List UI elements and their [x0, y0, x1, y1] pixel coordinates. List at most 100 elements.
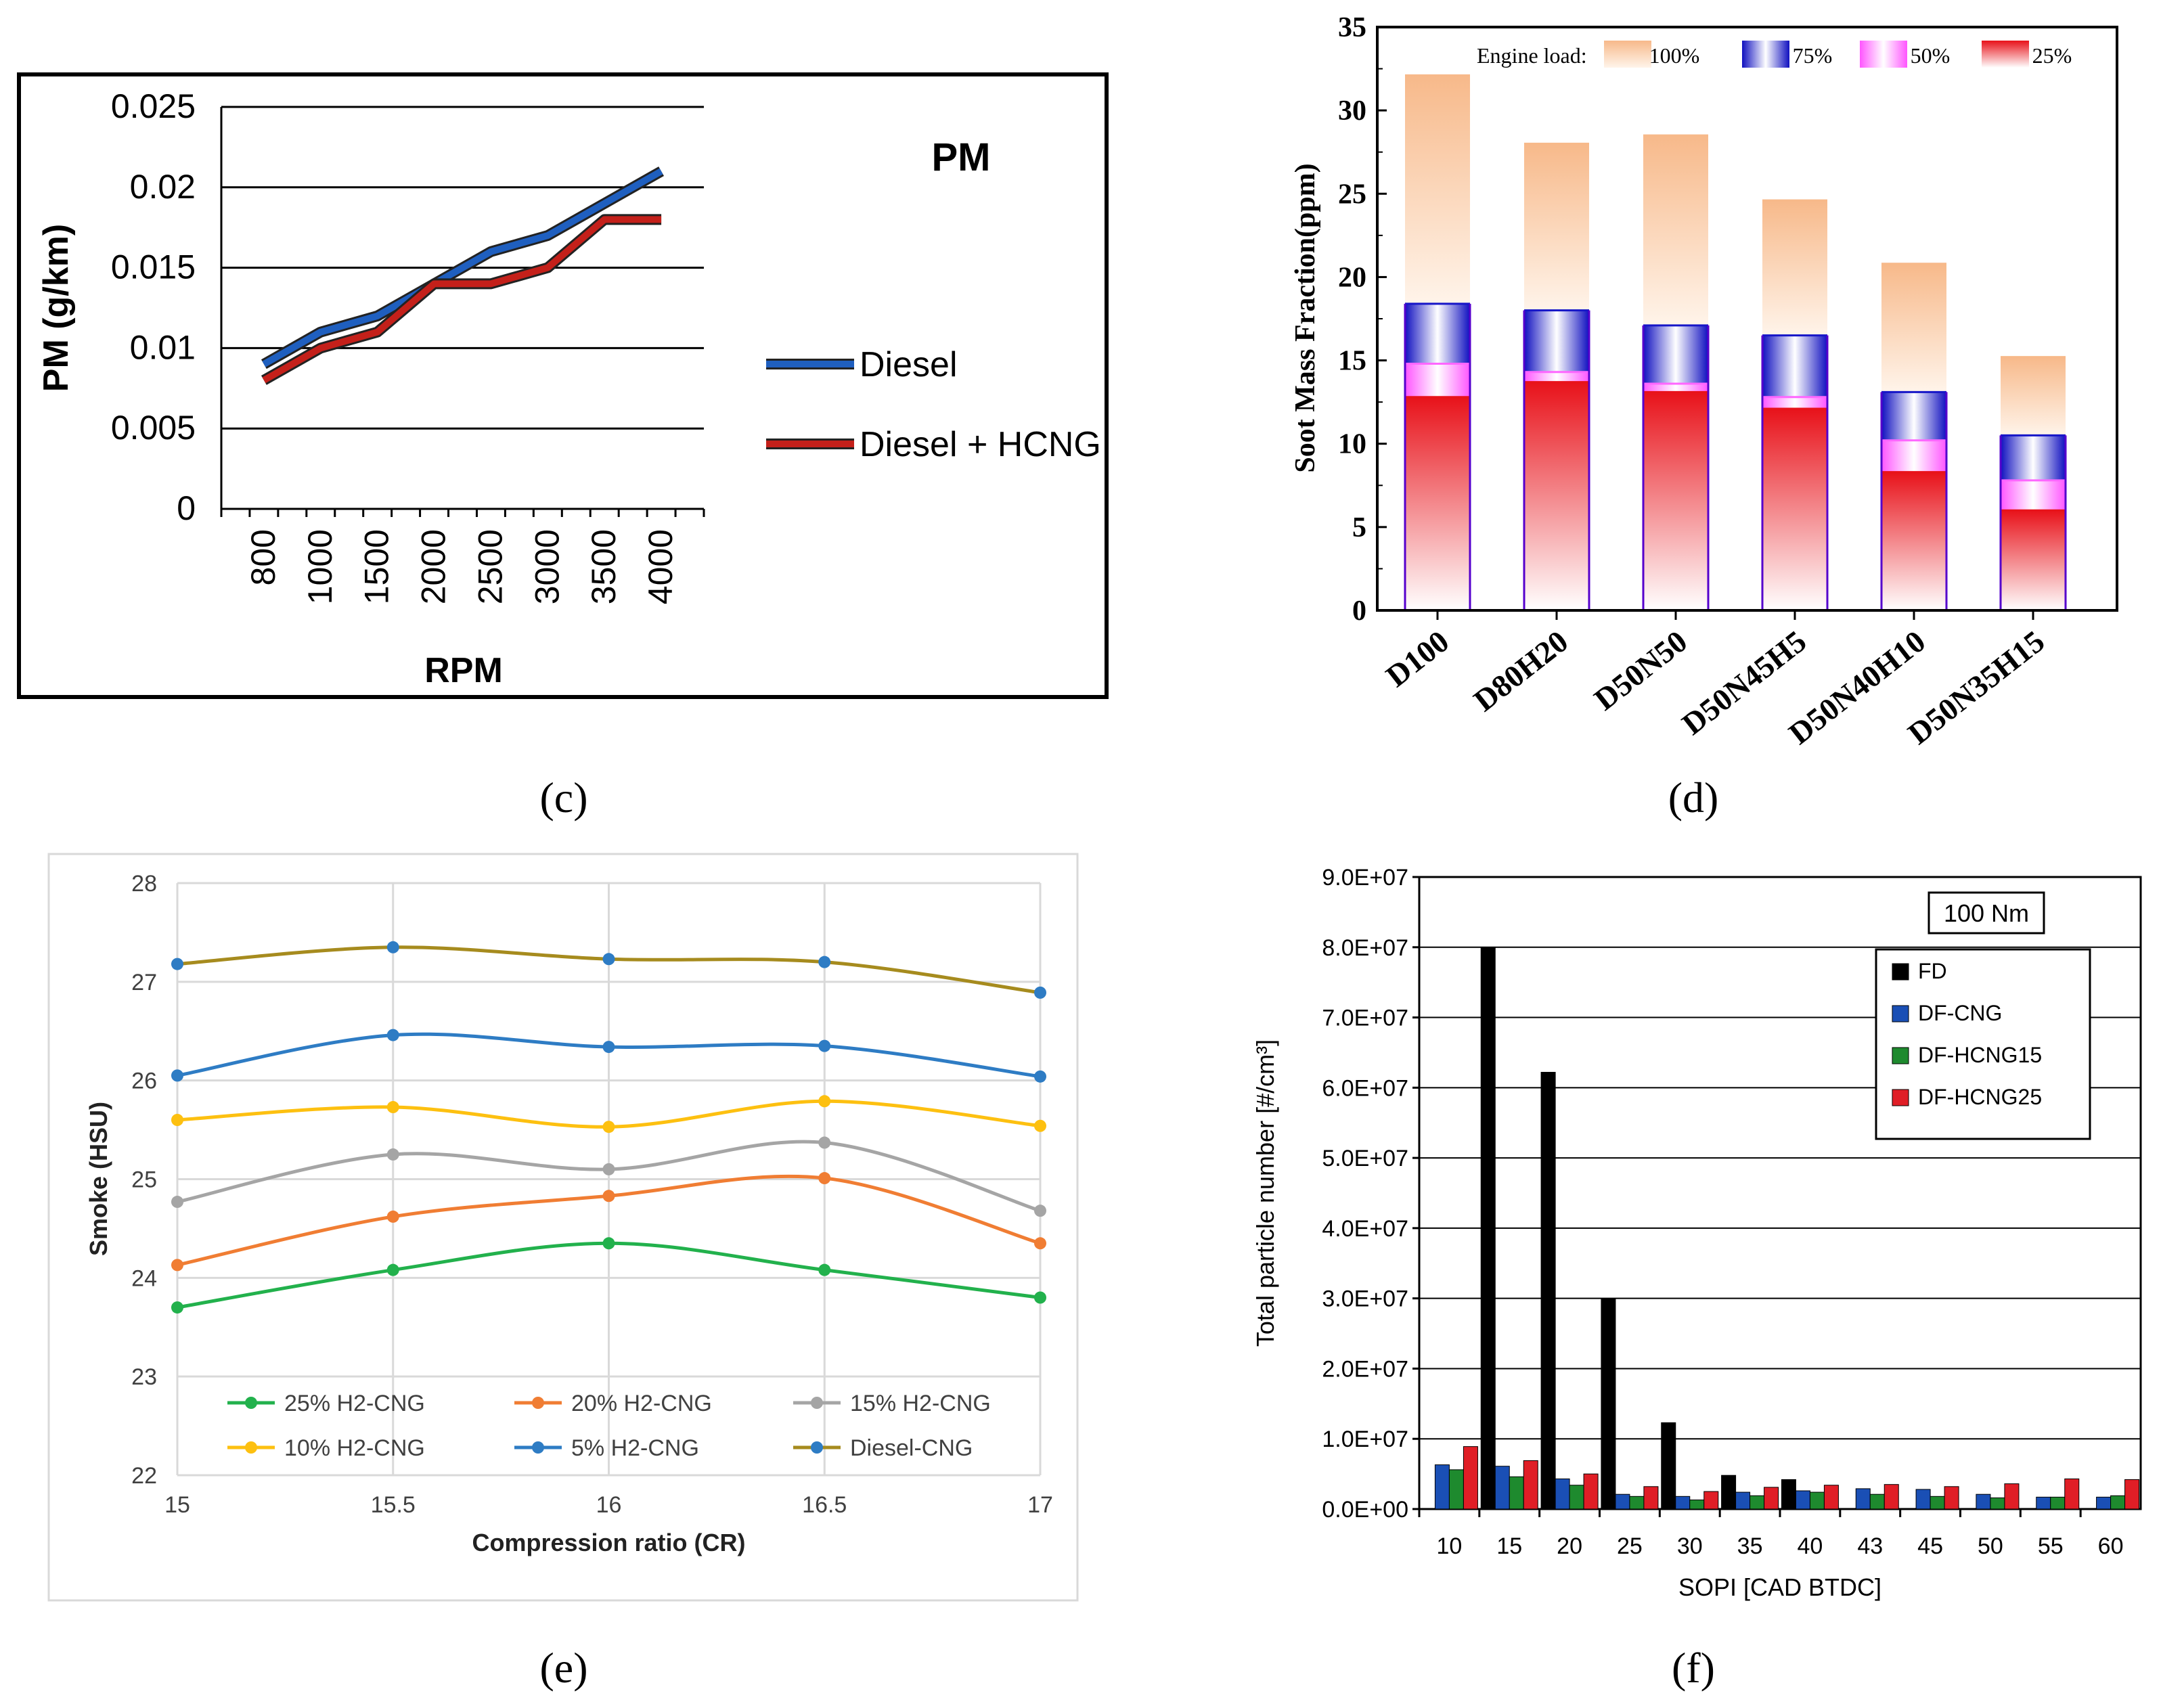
x-axis-label-e: Compression ratio (CR) [472, 1529, 745, 1556]
x-tick-label-c: 2500 [471, 529, 509, 604]
point-e-25-h2-cng-2 [602, 1237, 615, 1250]
x-tick-label-c: 4000 [642, 529, 680, 604]
point-e-5-h2-cng-0 [171, 1069, 183, 1082]
x-tick-label-f: 55 [2038, 1533, 2064, 1559]
y-tick-label-e: 23 [131, 1364, 157, 1390]
x-tick-label-f: 60 [2098, 1533, 2124, 1559]
bar-f-df-hcng25-43 [1884, 1484, 1899, 1510]
point-e-20-h2-cng-2 [602, 1190, 615, 1203]
bar-f-df-hcng15-35 [1750, 1495, 1765, 1510]
bar-f-df-hcng25-20 [1583, 1473, 1599, 1510]
panel-d: D100 D80H20 D50N50D50N45H5D50N40H10D50N35H… [1290, 12, 2118, 751]
y-tick-label-f: 2.0E+07 [1322, 1356, 1408, 1382]
bar-f-df-hcng15-10 [1448, 1469, 1464, 1510]
x-tick-label-d: D50N50 [1588, 624, 1693, 717]
bar-f-df-cng-30 [1675, 1496, 1691, 1510]
y-axis-label-d: Soot Mass Fraction(ppm) [1290, 163, 1321, 472]
point-e-15-h2-cng-0 [171, 1196, 183, 1209]
bar-d-100pct-D50N40H10 [1881, 263, 1946, 392]
legend-marker-e [245, 1397, 257, 1409]
bar-d-25pct-D80H20 [1524, 382, 1589, 610]
bar-f-df-hcng25-60 [2124, 1479, 2140, 1510]
y-tick-label-c: 0.015 [111, 248, 196, 286]
x-tick-label-e: 16.5 [802, 1492, 847, 1518]
legend-marker-e [811, 1441, 823, 1454]
legend-swatch-d [1860, 41, 1907, 68]
bar-d-75pct-D80H20 [1524, 310, 1589, 372]
bar-f-df-hcng15-43 [1869, 1493, 1885, 1510]
panel-c: 0 0.005 0.01 0.015 0.02 0.025 800 1000 1500 2000 2… [37, 87, 1101, 690]
x-tick-label-e: 17 [1027, 1492, 1053, 1518]
bar-f-df-hcng25-40 [1823, 1485, 1839, 1510]
bar-d-75pct-D50N45H5 [1762, 335, 1827, 397]
bar-f-df-cng-25 [1615, 1493, 1630, 1510]
bar-f-fd-15 [1480, 947, 1496, 1510]
y-tick-label-c: 0 [177, 489, 196, 527]
y-tick-label-f: 9.0E+07 [1322, 865, 1408, 891]
panel-c-frame [17, 72, 1109, 699]
bar-f-df-cng-35 [1735, 1491, 1751, 1510]
point-e-25-h2-cng-4 [1034, 1291, 1046, 1304]
legend-swatch-f [1892, 1047, 1909, 1064]
point-e-20-h2-cng-3 [818, 1172, 831, 1185]
bar-d-25pct-D50N50 [1643, 392, 1708, 610]
panel-f: 0.0E+00 1.0E+07 2.0E+07 3.0E+07 4.0E+07 5.0E+… [1251, 865, 2142, 1601]
x-tick-label-e: 15 [164, 1492, 190, 1518]
bar-d-100pct-D50N50 [1643, 135, 1708, 325]
y-tick-label-e: 25 [131, 1167, 157, 1193]
y-tick-label-d: 15 [1338, 346, 1366, 377]
y-tick-label-d: 20 [1338, 262, 1366, 293]
legend-swatch-f [1892, 1005, 1909, 1022]
x-tick-label-f: 40 [1798, 1533, 1823, 1559]
legend-label-e: 20% H2-CNG [571, 1391, 712, 1416]
x-tick-label-e: 16 [596, 1492, 622, 1518]
point-e-5-h2-cng-1 [386, 1029, 399, 1041]
legend-marker-e [532, 1441, 544, 1454]
x-tick-label-f: 35 [1737, 1533, 1763, 1559]
y-tick-label-d: 5 [1352, 512, 1366, 543]
point-e-20-h2-cng-0 [171, 1259, 183, 1272]
point-e-20-h2-cng-4 [1034, 1237, 1046, 1250]
x-tick-label-c: 1500 [358, 529, 396, 604]
caption-d: (d) [1668, 773, 1719, 822]
bar-f-df-cng-45 [1915, 1489, 1931, 1510]
legend-swatch-f [1892, 963, 1909, 981]
bar-d-50pct-D80H20 [1524, 372, 1589, 382]
legend-label-f: DF-HCNG15 [1918, 1043, 2042, 1067]
legend-label-c: Diesel + HCNG [860, 425, 1101, 464]
bar-f-fd-30 [1661, 1422, 1676, 1510]
bar-d-25pct-D100 [1405, 397, 1470, 610]
x-tick-label-f: 43 [1857, 1533, 1883, 1559]
caption-f: (f) [1672, 1644, 1715, 1692]
x-tick-label-d: D100 [1379, 624, 1455, 694]
bar-d-25pct-D50N35H15 [2001, 510, 2066, 610]
y-tick-label-d: 10 [1338, 429, 1366, 460]
caption-c: (c) [539, 773, 587, 822]
point-e-15-h2-cng-4 [1034, 1205, 1046, 1217]
bar-f-df-hcng15-50 [1990, 1497, 2005, 1510]
legend-marker-e [811, 1397, 823, 1409]
y-axis-label-c: PM (g/km) [37, 224, 76, 392]
series-line-c-diesel [262, 168, 663, 367]
y-tick-label-f: 4.0E+07 [1322, 1216, 1408, 1242]
point-e-5-h2-cng-3 [818, 1039, 831, 1052]
legend-swatch-f [1892, 1089, 1909, 1106]
point-e-5-h2-cng-4 [1034, 1070, 1046, 1083]
point-e-diesel-cng-1 [386, 941, 399, 953]
y-tick-label-e: 26 [131, 1069, 157, 1094]
bar-f-df-hcng25-30 [1703, 1491, 1719, 1510]
x-axis-label-c: RPM [424, 651, 503, 690]
caption-e: (e) [539, 1644, 587, 1692]
point-e-10-h2-cng-0 [171, 1114, 183, 1126]
point-e-20-h2-cng-1 [386, 1210, 399, 1223]
y-tick-label-f: 5.0E+07 [1322, 1146, 1408, 1171]
x-tick-label-d: D80H20 [1467, 624, 1574, 718]
bar-f-df-cng-10 [1434, 1464, 1450, 1510]
legend-label-d: 50% [1911, 43, 1951, 68]
y-tick-label-e: 28 [131, 871, 157, 897]
y-tick-label-e: 27 [131, 970, 157, 995]
x-tick-label-e: 15.5 [371, 1492, 416, 1518]
legend-swatch-d [1982, 41, 2029, 68]
bar-f-df-hcng15-25 [1629, 1496, 1645, 1510]
y-tick-label-f: 1.0E+07 [1322, 1426, 1408, 1452]
